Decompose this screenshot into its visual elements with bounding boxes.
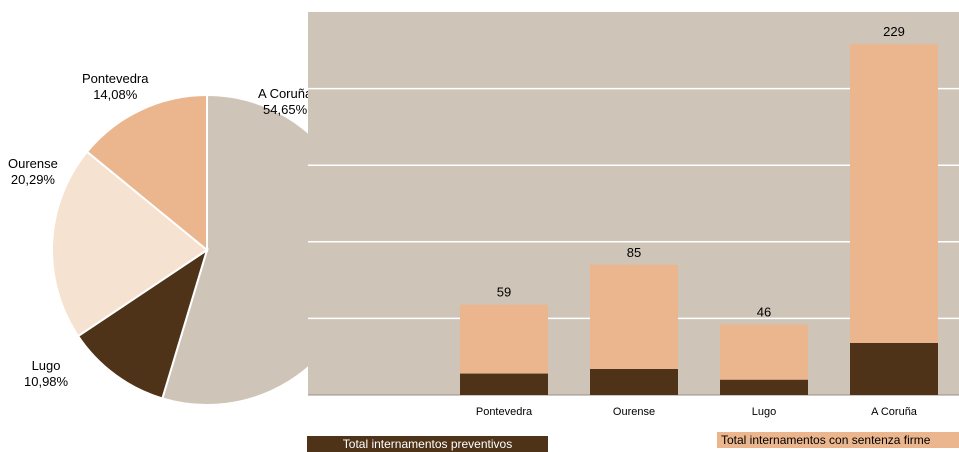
pie-slice-ourense [51,150,209,338]
pie-label-a-coruna-name: A Coruña [258,86,313,101]
x-tick-label-ourense: Ourense [613,406,655,418]
pie-label-pontevedra: Pontevedra 14,08% [82,71,149,103]
legend-sentenza-firme-label: Total internamentos con sentenza firme [721,433,931,447]
bar-pontevedra-series-1 [460,304,548,374]
bar-lugo-series-1 [720,324,808,380]
legend-preventivos-label: Total internamentos preventivos [342,437,513,451]
pie-label-a-coruna: A Coruña 54,65% [258,86,312,118]
bar-total-label-pontevedra: 59 [497,285,511,300]
pie-slice-pontevedra [85,93,208,253]
x-tick-label-lugo: Lugo [752,406,776,418]
pie-label-pontevedra-name: Pontevedra [82,71,149,86]
x-tick-label-pontevedra: Pontevedra [476,406,533,418]
bar-total-label-a-coruna: 229 [883,24,905,39]
bar-pontevedra-series-0 [460,373,548,395]
pie-label-ourense-name: Ourense [8,156,58,171]
pie-label-a-coruna-value: 54,65% [263,102,308,117]
x-tick-label-a-coruna: A Coruña [871,406,918,418]
stacked-bar-chart: 59 Pontevedra 85 Ourense 46 Lugo 229 A Coruña [308,12,959,418]
legend-sentenza-firme: Total internamentos con sentenza firme [717,432,959,448]
pie-label-pontevedra-value: 14,08% [93,87,138,102]
bar-a-coruna-series-0 [850,342,938,395]
bar-ourense-series-0 [590,368,678,395]
bar-ourense-series-1 [590,264,678,369]
pie-label-ourense-value: 20,29% [10,172,55,187]
pie-slice-lugo [76,247,209,400]
bar-total-label-lugo: 46 [757,305,771,320]
bar-total-label-ourense: 85 [627,245,641,260]
pie-label-ourense: Ourense 20,29% [8,156,58,188]
bar-lugo-series-0 [720,379,808,395]
pie-label-lugo-name: Lugo [31,358,61,373]
legend-preventivos: Total internamentos preventivos [307,436,548,452]
pie-label-lugo: Lugo 10,98% [24,358,68,390]
bar-a-coruna-series-1 [850,44,938,343]
pie-label-lugo-value: 10,98% [24,374,69,389]
